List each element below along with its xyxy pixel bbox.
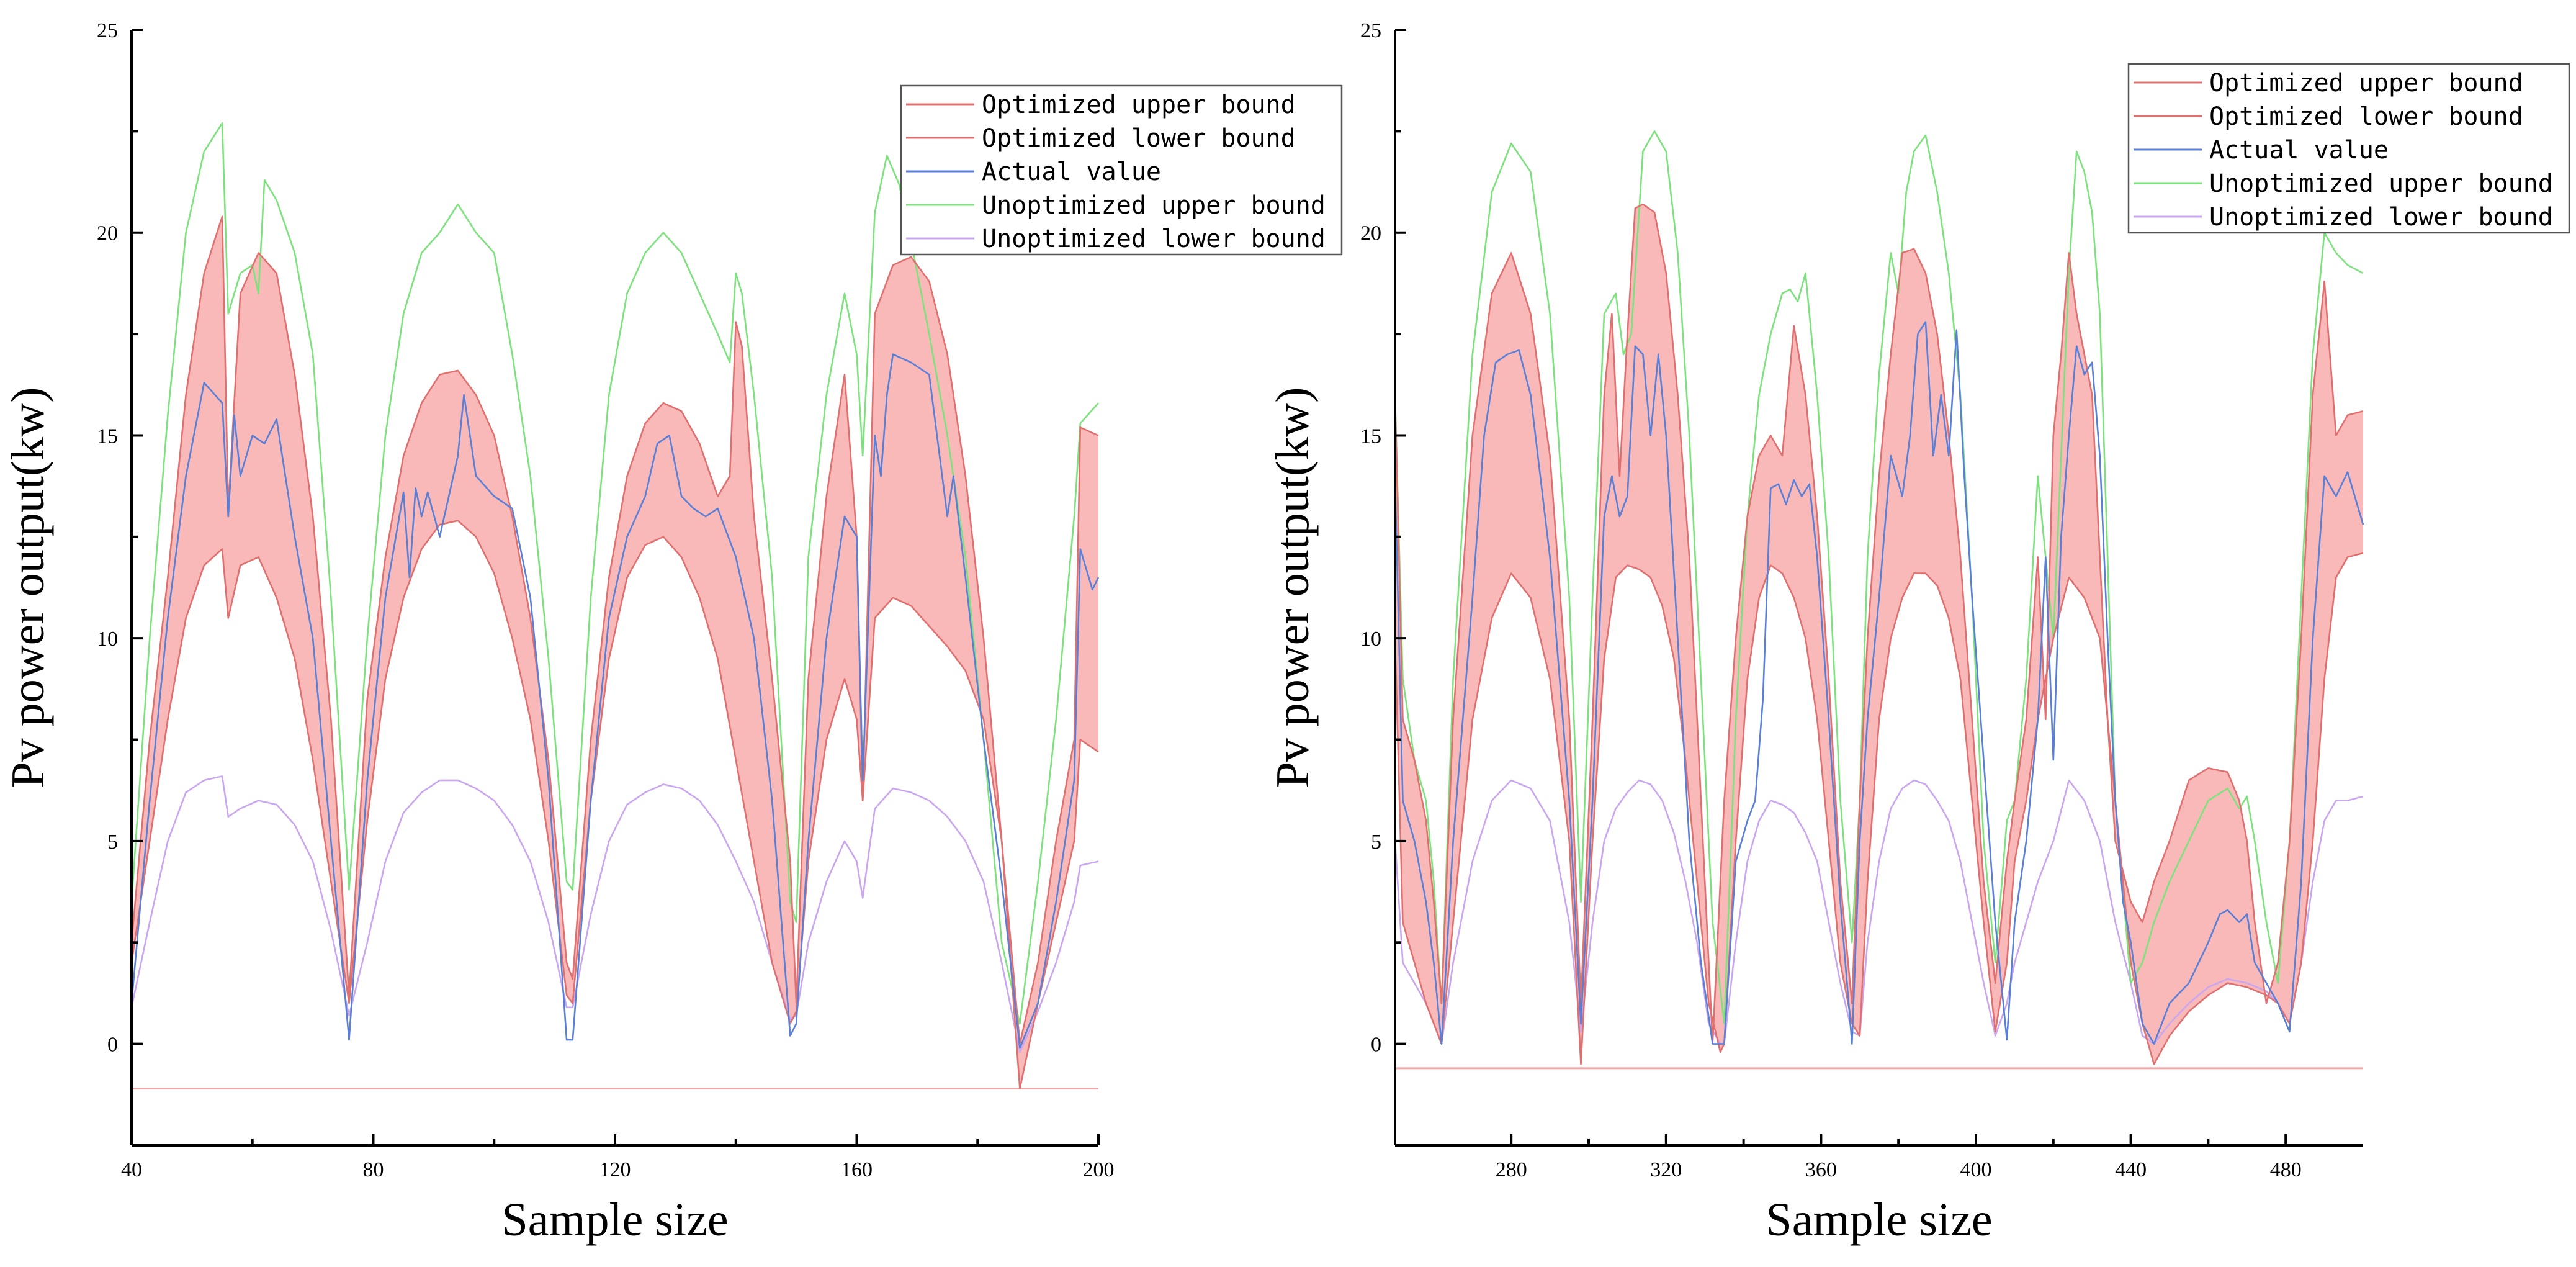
series-line-optimized-upper-bound <box>1394 203 2364 1045</box>
x-tick-label: 200 <box>1083 1158 1115 1181</box>
x-tick-label: 40 <box>121 1158 142 1181</box>
legend-box <box>2127 63 2570 234</box>
x-tick-label: 480 <box>2270 1158 2302 1181</box>
legend-label: Unoptimized upper bound <box>2209 169 2553 198</box>
x-axis-title: Sample size <box>501 1194 728 1246</box>
y-tick-label: 0 <box>107 1034 118 1057</box>
series-line-optimized-upper-bound <box>130 215 1099 1045</box>
x-tick-label: 320 <box>1650 1158 1682 1181</box>
y-tick-label: 5 <box>1371 831 1381 854</box>
y-tick-label: 15 <box>1360 425 1381 448</box>
legend-box <box>900 84 1343 256</box>
y-axis-title: Pv power output(kw) <box>1267 387 1319 788</box>
x-tick-label: 160 <box>841 1158 873 1181</box>
y-tick-label: 25 <box>1360 19 1381 42</box>
series-line-unoptimized-upper-bound <box>1394 130 2364 1025</box>
y-tick-label: 15 <box>97 425 118 448</box>
chart-panel-1: 0 5 10 15 20 25 40 80 120 160 200 Sample size Pv pow… <box>2 19 1343 1246</box>
x-tick-label: 440 <box>2115 1158 2147 1181</box>
x-axis-title: Sample size <box>1766 1194 1992 1246</box>
y-tick-label: 10 <box>1360 628 1381 651</box>
y-tick-label: 25 <box>97 19 118 42</box>
series-line-optimized-lower-bound <box>1394 552 2364 1065</box>
legend-label: Optimized upper bound <box>982 91 1296 119</box>
x-tick-label: 360 <box>1805 1158 1837 1181</box>
y-tick-label: 20 <box>97 222 118 245</box>
x-tick-label: 120 <box>599 1158 631 1181</box>
y-tick-label: 10 <box>97 628 118 651</box>
y-axis-title: Pv power output(kw) <box>2 387 54 788</box>
x-tick-label: 400 <box>1960 1158 1992 1181</box>
legend-label: Optimized lower bound <box>982 124 1296 153</box>
legend-label: Actual value <box>2209 136 2389 165</box>
y-tick-label: 0 <box>1371 1034 1381 1057</box>
y-tick-label: 5 <box>107 831 118 854</box>
series-line-actual-value <box>1394 321 2364 1045</box>
chart-panel-2: 0 5 10 15 20 25 280 320 360 400 440 480 Sample size P… <box>1267 19 2570 1246</box>
series-line-unoptimized-lower-bound <box>130 775 1099 1053</box>
legend: Optimized upper bound Optimized lower bou… <box>2127 63 2570 234</box>
series-line-optimized-lower-bound <box>130 520 1099 1089</box>
legend-label: Unoptimized lower bound <box>2209 203 2553 232</box>
optimized-interval-band <box>132 216 1098 1089</box>
legend-label: Unoptimized lower bound <box>982 225 1326 253</box>
legend-label: Actual value <box>982 158 1161 186</box>
series-line-actual-value <box>130 353 1100 1049</box>
x-tick-label: 80 <box>363 1158 384 1181</box>
optimized-interval-band <box>1395 204 2363 1065</box>
series-line-unoptimized-upper-bound <box>130 122 1099 1025</box>
y-tick-label: 20 <box>1360 222 1381 245</box>
legend-label: Optimized lower bound <box>2209 102 2523 131</box>
legend: Optimized upper bound Optimized lower bou… <box>900 84 1343 256</box>
x-tick-label: 280 <box>1496 1158 1527 1181</box>
legend-label: Optimized upper bound <box>2209 69 2523 97</box>
legend-label: Unoptimized upper bound <box>982 191 1326 220</box>
